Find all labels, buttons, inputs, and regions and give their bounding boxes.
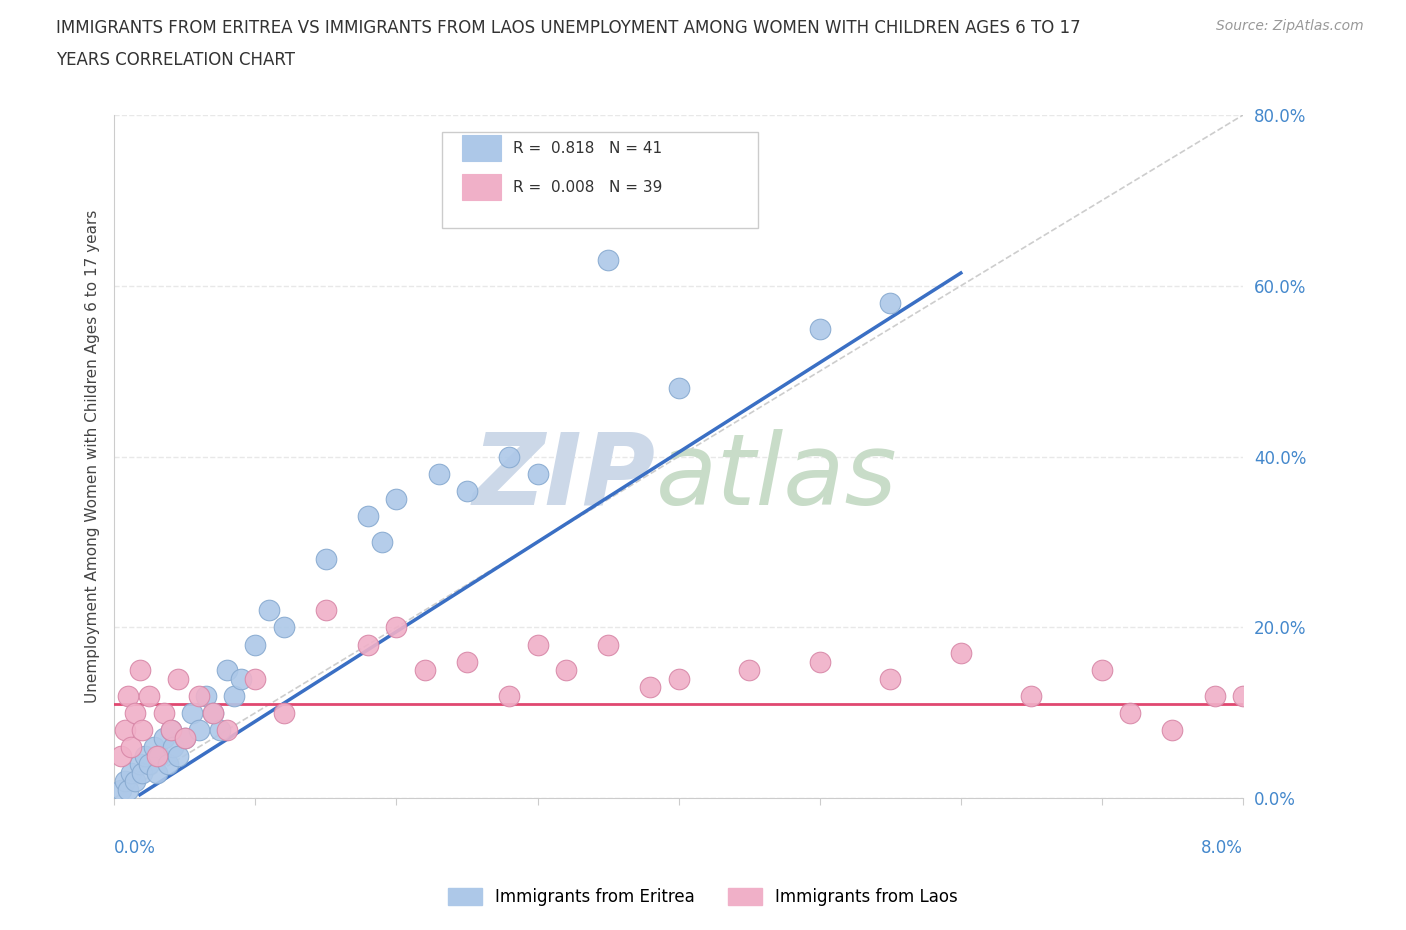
Point (162, 739, 184, 754)
Point (808, 321, 831, 336)
Point (526, 466, 548, 481)
Point (427, 466, 450, 481)
Point (357, 637, 380, 652)
Point (371, 535, 394, 550)
Point (201, 705, 224, 720)
Point (526, 637, 548, 652)
Point (166, 671, 188, 686)
Point (124, 705, 146, 720)
Point (138, 757, 160, 772)
Point (117, 688, 139, 703)
Point (156, 757, 179, 772)
FancyBboxPatch shape (441, 132, 758, 228)
Point (173, 731, 195, 746)
Point (128, 757, 150, 772)
Point (117, 782, 139, 797)
Point (273, 705, 295, 720)
Point (1161, 723, 1184, 737)
Point (385, 492, 408, 507)
Text: 8.0%: 8.0% (1201, 839, 1243, 857)
Point (120, 739, 142, 754)
Point (224, 688, 246, 703)
Point (879, 296, 901, 311)
Point (110, 748, 132, 763)
Point (245, 671, 267, 686)
Point (114, 723, 136, 737)
Point (159, 723, 181, 737)
Text: R =  0.008   N = 39: R = 0.008 N = 39 (513, 179, 662, 195)
Point (152, 731, 174, 746)
Point (131, 723, 153, 737)
Point (166, 748, 188, 763)
Text: 0.0%: 0.0% (114, 839, 156, 857)
Point (120, 765, 142, 780)
Text: IMMIGRANTS FROM ERITREA VS IMMIGRANTS FROM LAOS UNEMPLOYMENT AMONG WOMEN WITH CH: IMMIGRANTS FROM ERITREA VS IMMIGRANTS FR… (56, 19, 1081, 36)
Point (315, 603, 337, 618)
Text: atlas: atlas (657, 429, 897, 525)
Point (145, 765, 167, 780)
Legend: Immigrants from Eritrea, Immigrants from Laos: Immigrants from Eritrea, Immigrants from… (441, 881, 965, 912)
Point (640, 680, 662, 695)
Point (668, 671, 690, 686)
Point (1091, 663, 1114, 678)
Point (949, 645, 972, 660)
Bar (463, 175, 502, 200)
Point (173, 731, 195, 746)
Point (1021, 688, 1043, 703)
Point (596, 253, 619, 268)
Point (114, 774, 136, 789)
Point (128, 663, 150, 678)
Point (142, 739, 165, 754)
Point (668, 381, 690, 396)
Text: ZIP: ZIP (472, 429, 657, 525)
Point (596, 637, 619, 652)
Point (315, 551, 337, 566)
Point (259, 603, 281, 618)
Bar (463, 136, 502, 162)
Point (131, 765, 153, 780)
Point (138, 688, 160, 703)
Point (554, 663, 576, 678)
Point (456, 654, 478, 669)
Text: YEARS CORRELATION CHART: YEARS CORRELATION CHART (56, 51, 295, 69)
Point (231, 671, 253, 686)
Point (738, 663, 761, 678)
Y-axis label: Unemployment Among Women with Children Ages 6 to 17 years: Unemployment Among Women with Children A… (86, 210, 100, 703)
Point (194, 688, 217, 703)
Point (208, 723, 231, 737)
Point (187, 723, 209, 737)
Point (180, 705, 202, 720)
Point (273, 620, 295, 635)
Text: Source: ZipAtlas.com: Source: ZipAtlas.com (1216, 19, 1364, 33)
Point (148, 748, 170, 763)
Point (1204, 688, 1226, 703)
Text: R =  0.818   N = 41: R = 0.818 N = 41 (513, 141, 662, 156)
Point (159, 723, 181, 737)
Point (879, 671, 901, 686)
Point (217, 723, 239, 737)
Point (413, 663, 436, 678)
Point (187, 688, 209, 703)
Point (385, 620, 408, 635)
Point (1119, 705, 1142, 720)
Point (217, 663, 239, 678)
Point (808, 654, 831, 669)
Point (134, 748, 156, 763)
Point (110, 782, 132, 797)
Point (245, 637, 267, 652)
Point (145, 748, 167, 763)
Point (498, 688, 520, 703)
Point (201, 705, 224, 720)
Point (124, 774, 146, 789)
Point (152, 705, 174, 720)
Point (498, 449, 520, 464)
Point (357, 509, 380, 524)
Point (1232, 688, 1254, 703)
Point (456, 484, 478, 498)
